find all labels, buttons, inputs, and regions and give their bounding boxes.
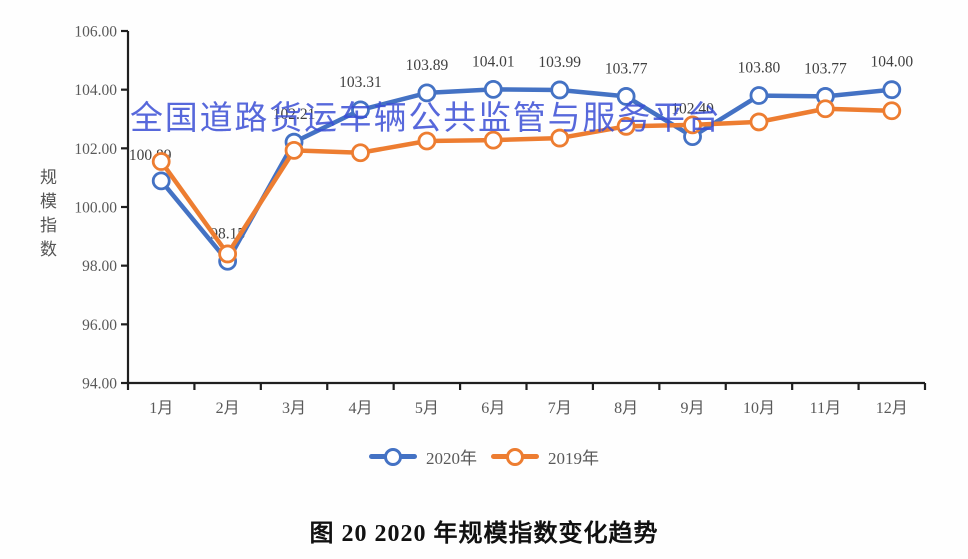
svg-text:100.00: 100.00 — [74, 200, 117, 217]
svg-text:5月: 5月 — [415, 400, 439, 417]
svg-text:12月: 12月 — [876, 400, 908, 417]
svg-text:103.89: 103.89 — [406, 57, 449, 74]
legend-label-2020: 2020年 — [426, 449, 477, 468]
svg-text:104.01: 104.01 — [472, 53, 515, 70]
legend: 2020年 2019年 — [0, 444, 968, 469]
legend-item-2019: 2019年 — [491, 444, 599, 469]
legend-label-2019: 2019年 — [548, 449, 599, 468]
legend-circle-marker-2020 — [384, 447, 402, 466]
svg-text:96.00: 96.00 — [82, 317, 117, 334]
legend-circle-marker-2019 — [506, 447, 524, 466]
legend-line-sample-2020 — [369, 447, 417, 466]
svg-text:102.40: 102.40 — [671, 101, 714, 118]
svg-text:103.31: 103.31 — [339, 74, 382, 91]
svg-text:10月: 10月 — [743, 400, 775, 417]
svg-text:103.77: 103.77 — [804, 60, 847, 77]
chart-caption: 图 20 2020 年规模指数变化趋势 — [309, 521, 659, 547]
svg-text:7月: 7月 — [548, 400, 572, 417]
svg-text:11月: 11月 — [810, 400, 841, 417]
svg-text:102.00: 102.00 — [74, 141, 117, 158]
svg-text:4月: 4月 — [348, 400, 372, 417]
svg-text:2月: 2月 — [216, 400, 240, 417]
svg-text:94.00: 94.00 — [82, 376, 117, 393]
svg-text:104.00: 104.00 — [870, 54, 913, 71]
svg-text:3月: 3月 — [282, 400, 306, 417]
svg-text:9月: 9月 — [681, 400, 705, 417]
line-chart-plot-area: 94.00 96.00 98.00 100.00 102.00 104.00 106.00 1… — [74, 24, 927, 417]
watermark-text: 全国道路货运车辆公共监管与服务平台 — [130, 99, 722, 136]
svg-text:102.21: 102.21 — [273, 106, 316, 123]
svg-text:103.77: 103.77 — [605, 60, 648, 77]
svg-text:103.99: 103.99 — [538, 54, 581, 71]
svg-text:6月: 6月 — [481, 400, 505, 417]
svg-text:104.00: 104.00 — [74, 82, 117, 99]
y-axis-title: 规模指数 — [37, 168, 56, 264]
plot-wrap: 94.00 96.00 98.00 100.00 102.00 104.00 106.00 1… — [37, 24, 927, 417]
svg-text:1月: 1月 — [149, 400, 173, 417]
svg-text:106.00: 106.00 — [74, 24, 117, 41]
legend-line-sample-2019 — [491, 447, 539, 466]
svg-text:103.80: 103.80 — [738, 60, 781, 77]
svg-text:98.00: 98.00 — [82, 258, 117, 275]
legend-item-2020: 2020年 — [369, 444, 477, 469]
svg-text:8月: 8月 — [614, 400, 638, 417]
